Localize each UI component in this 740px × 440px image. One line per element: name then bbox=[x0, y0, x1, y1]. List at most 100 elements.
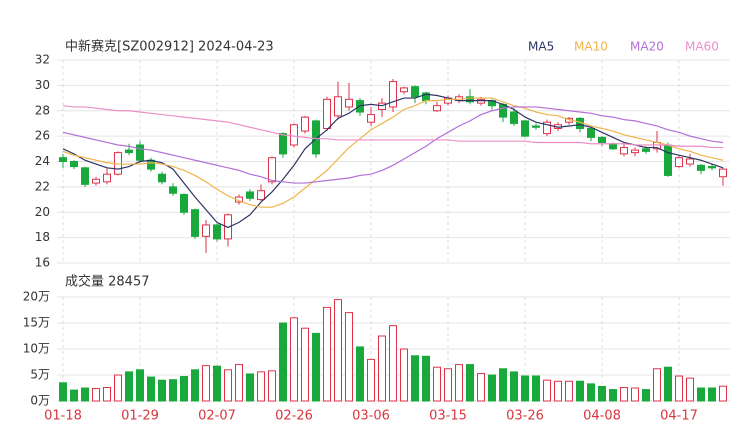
legend-label: MA60 bbox=[685, 40, 719, 54]
volume-bar bbox=[587, 383, 595, 402]
y-tick-label: 10万 bbox=[23, 342, 50, 356]
volume-bar bbox=[554, 380, 562, 402]
candle-body bbox=[598, 136, 606, 143]
y-tick-label: 30 bbox=[35, 78, 50, 92]
volume-bar bbox=[114, 374, 122, 402]
volume-bar bbox=[158, 379, 166, 402]
candle-body bbox=[609, 143, 617, 150]
candle-body bbox=[719, 168, 727, 178]
ma-line bbox=[62, 93, 724, 229]
candle-body bbox=[697, 164, 705, 171]
volume-bar bbox=[686, 377, 694, 402]
candle-body bbox=[279, 133, 287, 155]
candle-body bbox=[81, 167, 89, 185]
volume-bar bbox=[378, 335, 386, 402]
volume-bar bbox=[389, 325, 397, 402]
volume-bar bbox=[246, 373, 254, 402]
candle-body bbox=[301, 116, 309, 132]
volume-bar bbox=[675, 375, 683, 402]
candle-body bbox=[477, 98, 485, 104]
volume-bar bbox=[367, 358, 375, 402]
volume-bar bbox=[136, 369, 144, 402]
volume-bar bbox=[334, 299, 342, 402]
y-tick-label: 28 bbox=[35, 103, 50, 117]
volume-bar bbox=[466, 364, 474, 402]
candle-body bbox=[158, 173, 166, 183]
candle-body bbox=[587, 128, 595, 138]
candle-body bbox=[257, 190, 265, 201]
candle-body bbox=[642, 148, 650, 152]
candle-body bbox=[169, 186, 177, 194]
ma-line bbox=[62, 105, 723, 149]
volume-bar bbox=[609, 389, 617, 402]
candle-body bbox=[400, 87, 408, 93]
candle-body bbox=[466, 96, 474, 103]
volume-bar bbox=[290, 317, 298, 402]
legend-label: MA5 bbox=[528, 40, 554, 54]
volume-bar bbox=[92, 388, 100, 402]
legend-label: MA10 bbox=[574, 40, 608, 54]
volume-bar bbox=[125, 371, 133, 402]
candle-body bbox=[389, 81, 397, 108]
volume-bar bbox=[598, 385, 606, 402]
volume-bar bbox=[180, 376, 188, 402]
candle-body bbox=[147, 159, 155, 170]
candle-body bbox=[180, 193, 188, 213]
candle-body bbox=[268, 157, 276, 183]
x-tick-label: 03-26 bbox=[506, 409, 544, 424]
candle-body bbox=[70, 161, 78, 168]
volume-bar bbox=[719, 385, 727, 402]
candle-body bbox=[246, 191, 254, 199]
volume-bar bbox=[301, 327, 309, 402]
volume-bar bbox=[235, 364, 243, 402]
candle-body bbox=[631, 149, 639, 154]
x-tick-label: 01-18 bbox=[44, 409, 82, 424]
x-tick-label: 04-17 bbox=[660, 409, 698, 424]
candle-body bbox=[59, 157, 67, 163]
volume-bar bbox=[81, 387, 89, 402]
volume-bar bbox=[257, 371, 265, 402]
volume-bar bbox=[543, 379, 551, 402]
y-tick-label: 20万 bbox=[23, 290, 50, 304]
volume-bar bbox=[499, 368, 507, 402]
volume-bar bbox=[642, 389, 650, 402]
volume-bar bbox=[224, 369, 232, 402]
candle-body bbox=[312, 120, 320, 155]
candle-body bbox=[191, 209, 199, 237]
x-tick-label: 01-29 bbox=[121, 409, 159, 424]
candle-body bbox=[378, 102, 386, 110]
x-tick-label: 04-08 bbox=[583, 409, 621, 424]
y-tick-label: 22 bbox=[35, 179, 50, 193]
volume-bar bbox=[202, 365, 210, 402]
volume-bar bbox=[169, 379, 177, 402]
volume-bar bbox=[433, 366, 441, 402]
x-tick-label: 03-15 bbox=[429, 409, 467, 424]
y-tick-label: 24 bbox=[35, 154, 50, 168]
volume-bar bbox=[653, 368, 661, 402]
volume-bar bbox=[103, 386, 111, 402]
y-tick-label: 5万 bbox=[30, 368, 50, 382]
candle-body bbox=[510, 111, 518, 124]
candle-body bbox=[345, 98, 353, 108]
candle-body bbox=[103, 173, 111, 183]
candle-body bbox=[136, 144, 144, 161]
ma-line bbox=[62, 106, 724, 184]
candle-body bbox=[675, 157, 683, 168]
volume-bar bbox=[444, 368, 452, 402]
volume-bar bbox=[510, 371, 518, 402]
ma-line bbox=[62, 97, 724, 208]
y-tick-label: 18 bbox=[35, 230, 50, 244]
candle-body bbox=[411, 86, 419, 98]
candle-body bbox=[686, 158, 694, 165]
x-tick-label: 03-06 bbox=[352, 409, 390, 424]
legend-label: MA20 bbox=[630, 40, 664, 54]
volume-bar bbox=[488, 374, 496, 402]
volume-bar bbox=[213, 365, 221, 402]
volume-bar bbox=[477, 372, 485, 402]
candle-body bbox=[664, 144, 672, 176]
candle-body bbox=[125, 149, 133, 154]
volume-bar bbox=[521, 375, 529, 402]
volume-bar bbox=[576, 380, 584, 402]
volume-bar bbox=[532, 375, 540, 402]
